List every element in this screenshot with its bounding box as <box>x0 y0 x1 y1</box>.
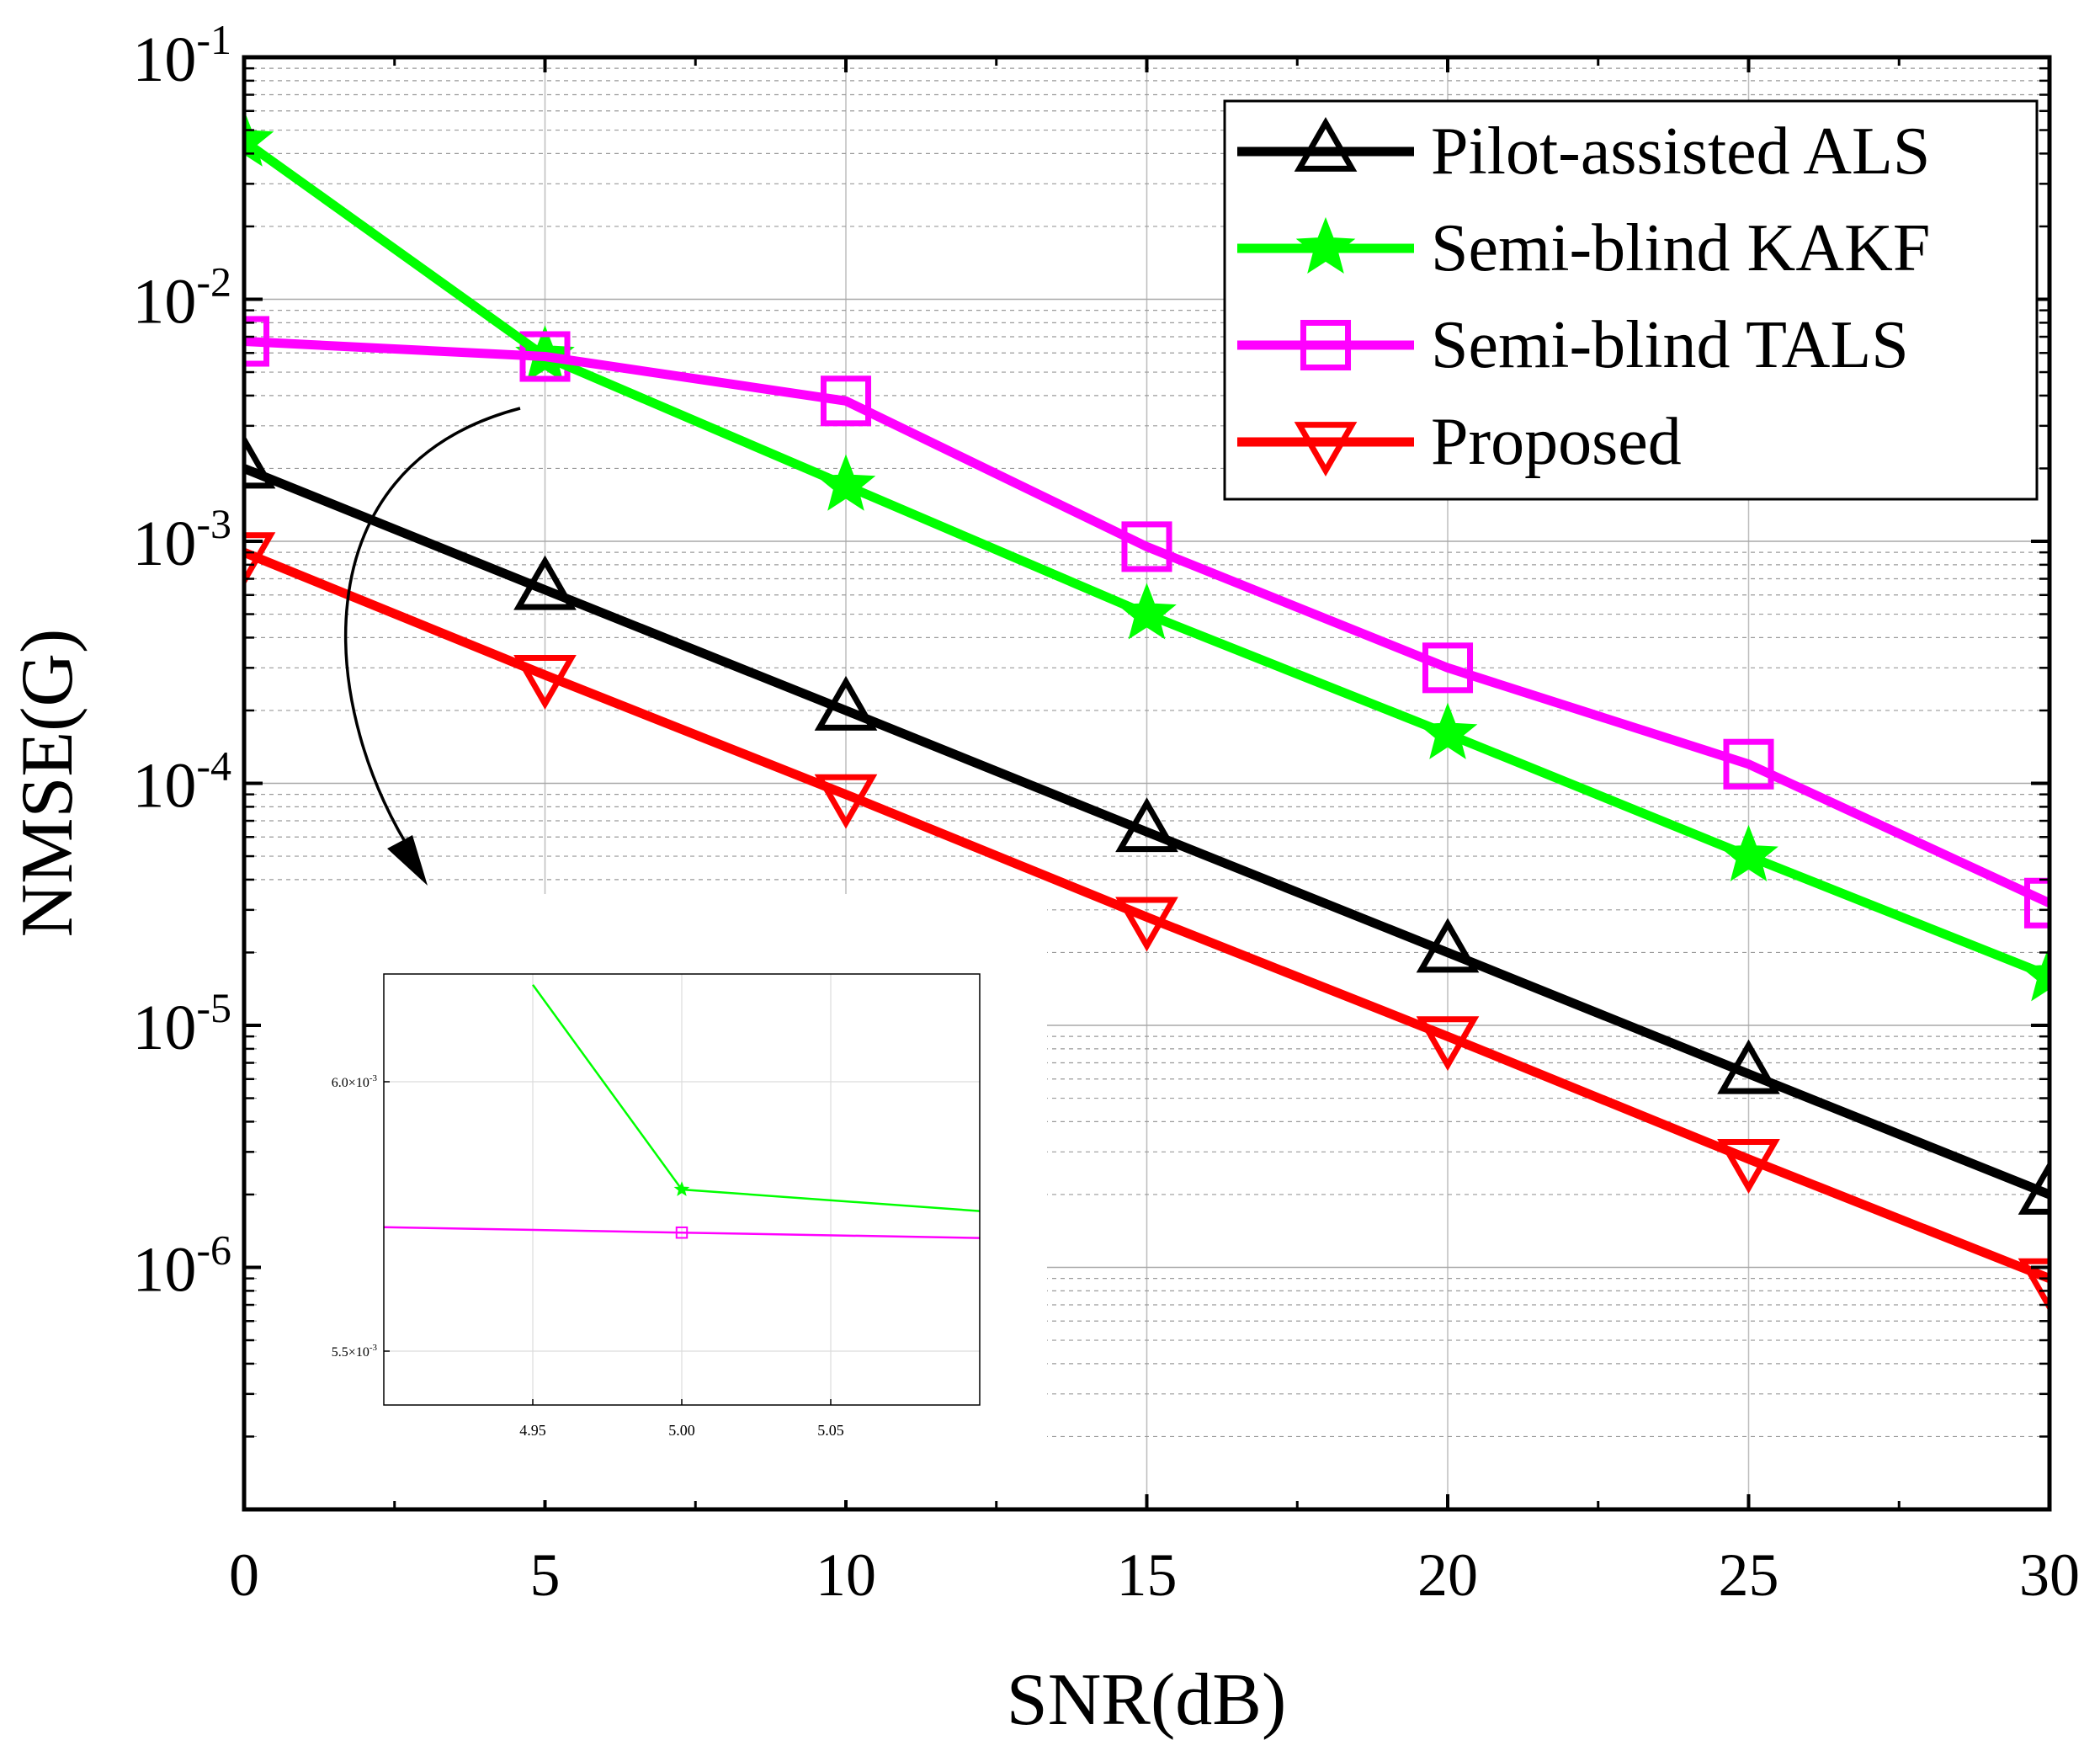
x-tick-label: 20 <box>1417 1541 1478 1609</box>
inset-x-tick-label: 5.05 <box>817 1422 844 1439</box>
legend-item: Semi-blind TALS <box>1237 308 1909 382</box>
series-0-point <box>244 434 276 489</box>
series-2-point <box>1422 642 1474 694</box>
legend-label: Proposed <box>1431 405 1682 479</box>
series-2-point <box>1723 738 1774 790</box>
series-line-3 <box>244 548 2049 1283</box>
series-3-point <box>2018 1258 2049 1313</box>
legend-label: Semi-blind TALS <box>1431 308 1909 382</box>
inset-series <box>384 984 980 1239</box>
x-tick-label: 15 <box>1117 1541 1178 1609</box>
main-ticks: 0 5 10 15 20 25 30 10-1 10-2 10-3 10-4 10-5 10-6 <box>132 16 2080 1609</box>
y-tick-label: 10-1 <box>132 16 231 95</box>
zoom-callout-arrow <box>343 407 521 886</box>
x-axis-label: SNR(dB) <box>1007 1659 1287 1741</box>
y-tick-label: 10-5 <box>132 984 231 1063</box>
x-tick-label: 30 <box>2019 1541 2080 1609</box>
inset-background <box>261 894 1047 1500</box>
x-tick-label: 25 <box>1719 1541 1779 1609</box>
inset-y-tick-label: 5.5×10-3 <box>332 1343 378 1360</box>
legend-label: Semi-blind KAKF <box>1431 211 1930 285</box>
legend-item: Pilot-assisted ALS <box>1237 114 1930 189</box>
legend-item: Proposed <box>1237 405 1682 479</box>
y-tick-label: 10-2 <box>132 258 231 338</box>
x-tick-label: 0 <box>229 1541 259 1609</box>
y-tick-label: 10-6 <box>132 1227 231 1306</box>
legend-item: Semi-blind KAKF <box>1237 211 1930 285</box>
inset-ticks: 4.95 5.00 5.05 6.0×10-3 5.5×10-3 <box>332 1073 844 1439</box>
x-tick-label: 5 <box>530 1541 561 1609</box>
y-tick-label: 10-4 <box>132 742 231 822</box>
inset-x-tick-label: 5.00 <box>668 1422 695 1439</box>
series-2-point <box>1121 521 1172 572</box>
inset-series-0-point <box>673 1181 690 1196</box>
series-line-2 <box>244 337 2049 907</box>
legend-marker <box>1294 422 1358 477</box>
inset-x-tick-label: 4.95 <box>519 1422 546 1439</box>
main-series <box>244 109 2049 1313</box>
inset-zoom: 4.95 5.00 5.05 6.0×10-3 5.5×10-3 <box>261 894 1047 1500</box>
legend-marker <box>1294 116 1358 172</box>
y-tick-label: 10-3 <box>132 500 231 579</box>
legend-marker <box>1295 216 1356 274</box>
legend-label: Pilot-assisted ALS <box>1431 114 1930 189</box>
inset-y-tick-label: 6.0×10-3 <box>332 1073 378 1090</box>
inset-series-1-point <box>675 1226 688 1239</box>
inset-grid <box>384 974 980 1405</box>
y-axis-label: NMSE(G) <box>7 629 88 938</box>
x-tick-label: 10 <box>816 1541 876 1609</box>
inset-series-line-1 <box>384 1226 980 1239</box>
legend-marker <box>1300 319 1352 371</box>
series-line-0 <box>244 464 2049 1200</box>
legend-box <box>1223 99 2039 501</box>
legend: Pilot-assisted ALS Semi-blind KAKF Semi-bl… <box>1223 99 2039 501</box>
